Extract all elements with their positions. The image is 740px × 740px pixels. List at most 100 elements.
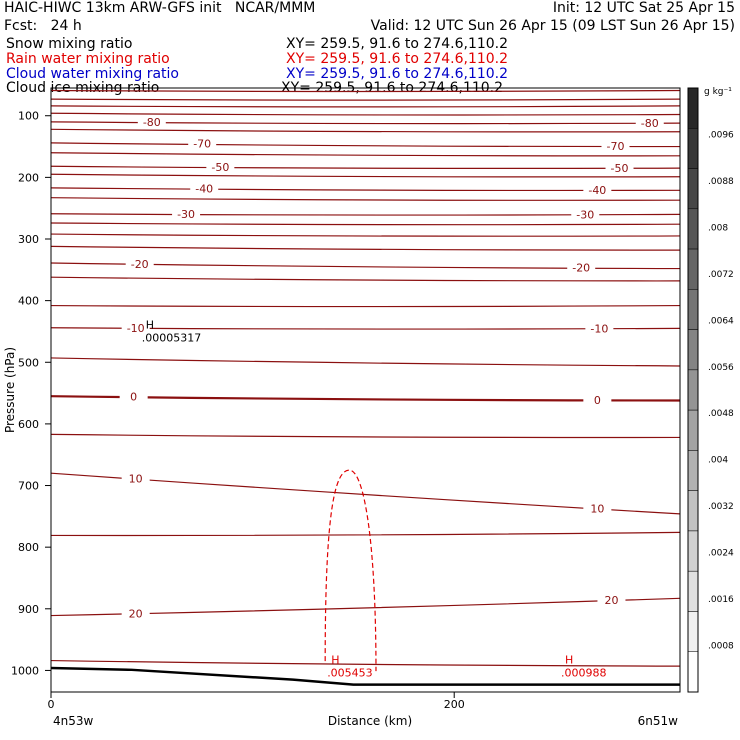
isotherm-label-bg bbox=[583, 501, 612, 516]
colorbar-segment bbox=[687, 530, 699, 572]
colorbar: g kg⁻¹ .0096 .0088 .008 .0072 .0064 .0056 .0048… bbox=[687, 87, 734, 693]
colorbar-label: .0032 bbox=[708, 502, 734, 512]
colorbar-label: .0064 bbox=[708, 316, 734, 326]
colorbar-label: .0016 bbox=[708, 595, 734, 605]
field-xy-rain: XY= 259.5, 91.6 to 274.6,110.2 bbox=[286, 51, 509, 67]
colorbar-unit: g kg⁻¹ bbox=[704, 87, 732, 97]
colorbar-segment bbox=[687, 450, 699, 491]
x-tick-label: 0 bbox=[48, 698, 55, 711]
colorbar-segment bbox=[687, 329, 699, 371]
field-name-cloud-water: Cloud water mixing ratio bbox=[6, 66, 179, 82]
isotherm-line bbox=[50, 165, 681, 170]
x-axis-label: Distance (km) bbox=[328, 714, 412, 728]
y-axis-label: Pressure (hPa) bbox=[3, 347, 17, 433]
isotherm-line bbox=[50, 142, 681, 148]
contour-line bbox=[50, 128, 681, 133]
isotherm-label-bg bbox=[583, 392, 612, 407]
contour-line bbox=[50, 276, 681, 282]
rain-contour-line bbox=[324, 469, 377, 672]
contour-line bbox=[50, 357, 681, 367]
isotherm-label-bg bbox=[635, 116, 664, 131]
y-tick-label: 800 bbox=[18, 541, 39, 554]
init-time: Init: 12 UTC Sat 25 Apr 15 bbox=[552, 0, 735, 16]
max-marker-letter: H bbox=[146, 319, 154, 332]
contour-line bbox=[50, 105, 681, 108]
isotherm-label: 20 bbox=[604, 594, 618, 607]
y-tick-label: 500 bbox=[18, 356, 39, 369]
isotherm-label-bg bbox=[206, 159, 235, 174]
isotherm-label-bg bbox=[137, 115, 166, 130]
max-marker-value: .000988 bbox=[561, 666, 607, 679]
colorbar-segment bbox=[687, 289, 699, 330]
isotherm-label-bg bbox=[190, 181, 219, 196]
colorbar-segment bbox=[687, 168, 699, 210]
isotherm-contours: -80 -80-70 -70-50 -50-40 -40-30 -30-20 -20-10-… bbox=[50, 89, 681, 686]
colorbar-label: .0048 bbox=[708, 409, 734, 419]
isotherm-label: -40 bbox=[588, 184, 606, 197]
contour-line bbox=[50, 233, 681, 237]
isotherm-label: 10 bbox=[590, 503, 604, 516]
colorbar-label: .0056 bbox=[708, 363, 734, 373]
valid-time: Valid: 12 UTC Sun 26 Apr 15 (09 LST Sun … bbox=[370, 18, 735, 34]
colorbar-label: .008 bbox=[708, 223, 728, 233]
y-tick-label: 1000 bbox=[11, 664, 39, 677]
isotherm-label: -80 bbox=[143, 116, 161, 129]
isotherm-label-bg bbox=[119, 389, 148, 404]
y-tick-label: 300 bbox=[18, 233, 39, 246]
contour-line bbox=[50, 304, 681, 308]
isotherm-label: -30 bbox=[177, 208, 195, 221]
y-tick-label: 700 bbox=[18, 480, 39, 493]
colorbar-label: .0008 bbox=[708, 642, 734, 652]
isotherm-label-bg bbox=[567, 260, 596, 275]
colorbar-segment bbox=[687, 248, 699, 290]
isotherm-label: 10 bbox=[129, 473, 143, 486]
isotherm-label: -70 bbox=[607, 140, 625, 153]
isotherm-label: -70 bbox=[193, 138, 211, 151]
contour-line bbox=[50, 659, 681, 667]
isotherm-label: 0 bbox=[594, 394, 601, 407]
colorbar-label: .0024 bbox=[708, 549, 734, 559]
contour-line bbox=[50, 152, 681, 157]
colorbar-segment bbox=[687, 208, 699, 250]
field-name-rain: Rain water mixing ratio bbox=[6, 51, 170, 67]
contour-line bbox=[50, 89, 681, 93]
contour-line bbox=[50, 173, 681, 178]
isotherm-label-bg bbox=[125, 256, 154, 271]
contour-line bbox=[50, 245, 681, 251]
field-xy-cloud-water: XY= 259.5, 91.6 to 274.6,110.2 bbox=[286, 66, 509, 82]
isotherm-label: -80 bbox=[641, 117, 659, 130]
isotherm-label: -50 bbox=[211, 161, 229, 174]
isotherm-label: -30 bbox=[576, 208, 594, 221]
isotherm-label: -40 bbox=[195, 182, 213, 195]
y-tick-label: 900 bbox=[18, 603, 39, 616]
colorbar-segment bbox=[687, 570, 699, 612]
isotherm-label: 20 bbox=[129, 607, 143, 620]
plot-frame bbox=[50, 87, 681, 693]
contour-line bbox=[50, 197, 681, 201]
y-tick-label: 600 bbox=[18, 418, 39, 431]
colorbar-label: .004 bbox=[708, 456, 728, 466]
max-marker-value: .005453 bbox=[327, 666, 373, 679]
field-xy-snow: XY= 259.5, 91.6 to 274.6,110.2 bbox=[286, 36, 509, 52]
contour-line bbox=[50, 222, 681, 226]
colorbar-segment bbox=[687, 490, 699, 532]
colorbar-segment bbox=[687, 409, 699, 451]
colorbar-label: .0072 bbox=[708, 270, 734, 280]
max-marker-letter: H bbox=[565, 653, 573, 666]
isotherm-label-bg bbox=[585, 321, 614, 336]
terrain-line bbox=[50, 666, 680, 686]
colorbar-segment bbox=[687, 87, 699, 129]
isotherm-label-bg bbox=[571, 207, 600, 222]
y-tick-label: 100 bbox=[18, 110, 39, 123]
max-marker-letter: H bbox=[331, 653, 339, 666]
colorbar-segment bbox=[687, 128, 699, 169]
field-name-snow: Snow mixing ratio bbox=[6, 36, 133, 52]
isotherm-label: -10 bbox=[590, 322, 608, 335]
colorbar-label: .0096 bbox=[708, 130, 734, 140]
isotherm-label: 0 bbox=[130, 391, 137, 404]
forecast-hour: Fcst: 24 h bbox=[4, 18, 82, 34]
colorbar-label: .0088 bbox=[708, 177, 734, 187]
